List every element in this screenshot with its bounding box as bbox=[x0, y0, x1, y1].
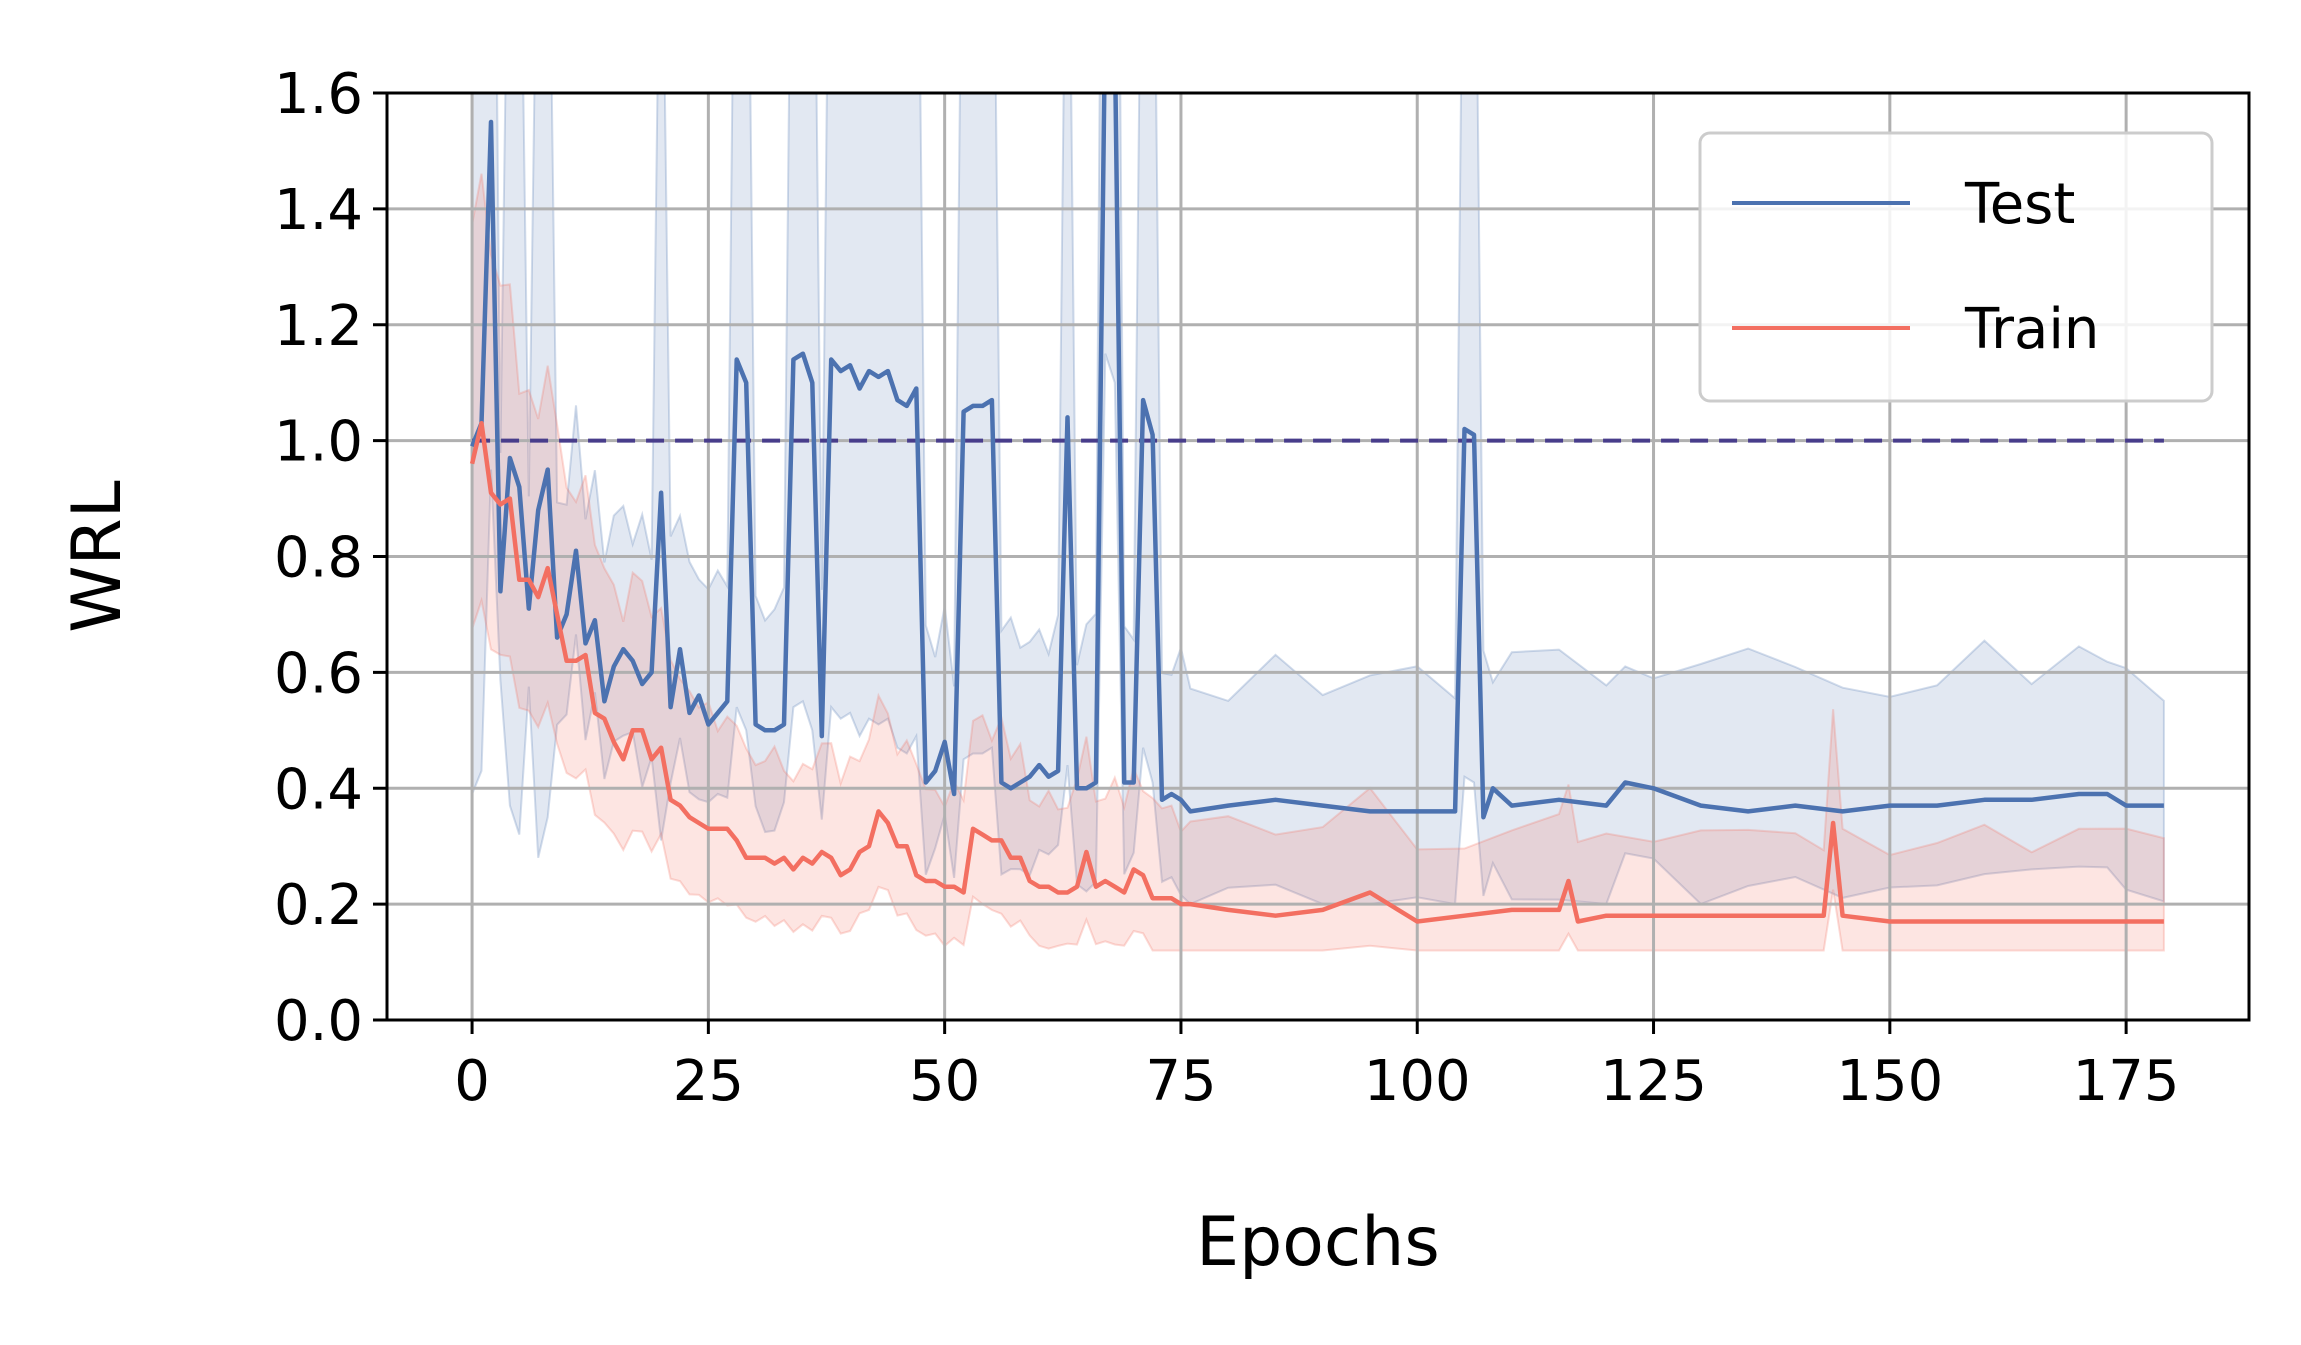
y-tick-label-2: 0.4 bbox=[274, 757, 363, 822]
y-tick-label-8: 1.6 bbox=[274, 62, 363, 127]
legend-label-train: Train bbox=[1964, 297, 2099, 362]
y-tick-label-4: 0.8 bbox=[274, 526, 363, 591]
series-line-train bbox=[469, 420, 2164, 924]
y-axis-ticks: 0.0 0.2 0.4 0.6 0.8 1.0 1.2 1.4 1.6 bbox=[274, 62, 387, 1054]
legend: Test Train bbox=[1698, 131, 2214, 403]
x-tick-label-1: 25 bbox=[673, 1049, 744, 1114]
x-axis-label: Epochs bbox=[1196, 1203, 1440, 1282]
x-tick-label-2: 50 bbox=[909, 1049, 980, 1114]
band-train bbox=[471, 173, 2165, 952]
y-tick-label-1: 0.2 bbox=[274, 873, 363, 938]
y-tick-label-6: 1.2 bbox=[274, 294, 363, 359]
x-tick-label-7: 175 bbox=[2073, 1049, 2180, 1114]
legend-label-test: Test bbox=[1964, 172, 2075, 237]
legend-box bbox=[1698, 131, 2214, 403]
y-tick-label-7: 1.4 bbox=[274, 178, 363, 243]
y-axis-label: WRL bbox=[58, 480, 137, 632]
x-tick-label-5: 125 bbox=[1600, 1049, 1707, 1114]
x-tick-label-0: 0 bbox=[454, 1049, 490, 1114]
series-line-test bbox=[470, 93, 2164, 820]
y-tick-label-5: 1.0 bbox=[274, 410, 363, 475]
band-test bbox=[471, 93, 2165, 906]
x-tick-label-6: 150 bbox=[1836, 1049, 1943, 1114]
x-axis-ticks: 0 25 50 75 100 125 150 175 bbox=[454, 1020, 2180, 1114]
x-tick-label-4: 100 bbox=[1364, 1049, 1471, 1114]
x-tick-label-3: 75 bbox=[1145, 1049, 1216, 1114]
y-tick-label-3: 0.6 bbox=[274, 641, 363, 706]
series-lines bbox=[469, 93, 2164, 924]
y-tick-label-0: 0.0 bbox=[274, 989, 363, 1054]
uncertainty-bands bbox=[471, 93, 2165, 952]
